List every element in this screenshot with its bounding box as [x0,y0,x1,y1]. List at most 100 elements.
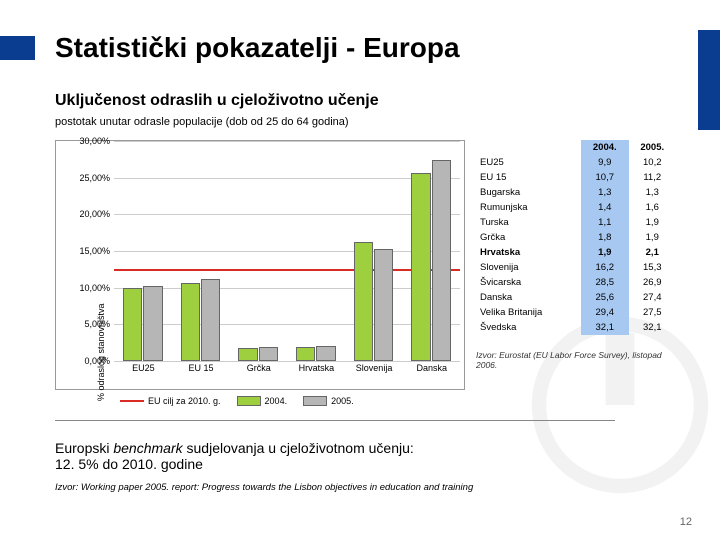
table-cell: Danska [476,290,581,305]
series-2005-swatch [303,396,327,406]
table-cell: 1,9 [629,230,677,245]
table-cell: 27,5 [629,305,677,320]
table-cell: 1,1 [581,215,628,230]
table-cell: Grčka [476,230,581,245]
table-cell: 28,5 [581,275,628,290]
bar-group [235,141,283,361]
table-row: EU 1510,711,2 [476,170,676,185]
brand-side-bar [698,30,720,130]
bar-2004. [354,242,373,361]
chart-title: Uključenost odraslih u cjeloživotno učen… [55,92,379,110]
table-source: Izvor: Eurostat (EU Labor Force Survey),… [476,350,666,370]
chart-legend: EU cilj za 2010. g. 2004. 2005. [120,396,354,406]
table-cell: 1,9 [629,215,677,230]
table-cell: Slovenija [476,260,581,275]
series-2004-swatch [237,396,261,406]
table-cell: 1,8 [581,230,628,245]
table-cell: Hrvatska [476,245,581,260]
table-cell: Turska [476,215,581,230]
x-label: Hrvatska [292,363,340,373]
table-cell: 1,9 [581,245,628,260]
table-cell: Švicarska [476,275,581,290]
table-cell: 1,4 [581,200,628,215]
x-label: Grčka [235,363,283,373]
bm-text-2: sudjelovanja u cjeloživotnom učenju: [183,440,414,456]
benchmark-swatch [120,400,144,402]
table-cell: EU 15 [476,170,581,185]
table-cell: 26,9 [629,275,677,290]
x-label: EU25 [119,363,167,373]
page-source: Izvor: Working paper 2005. report: Progr… [55,482,473,493]
table-row: Slovenija16,215,3 [476,260,676,275]
table-cell: 10,2 [629,155,677,170]
table-cell: Rumunjska [476,200,581,215]
bar-2005. [259,347,278,361]
legend-2004: 2004. [237,396,288,406]
chart-subtitle: postotak unutar odrasle populacije (dob … [55,116,349,128]
table-cell: 2,1 [629,245,677,260]
table-cell: 16,2 [581,260,628,275]
bar-2004. [181,283,200,361]
data-table: 2004.2005.EU259,910,2EU 1510,711,2Bugars… [476,140,676,335]
table-cell: 32,1 [629,320,677,335]
table-cell: Švedska [476,320,581,335]
bar-2005. [432,160,451,361]
y-axis-label: % odraslog stanovništva [96,303,106,401]
x-label: Slovenija [350,363,398,373]
bm-text-1: Europski [55,440,113,456]
brand-block [0,36,35,60]
bar-2004. [411,173,430,361]
table-cell: EU25 [476,155,581,170]
watermark [530,315,710,500]
table-row: EU259,910,2 [476,155,676,170]
table-header [476,140,581,155]
bar-2005. [201,279,220,361]
table-cell: Bugarska [476,185,581,200]
bm-text-3: 12. 5% do 2010. godine [55,456,203,472]
bar-group [350,141,398,361]
gridline [114,361,460,362]
divider [55,420,615,421]
chart-bars [114,141,460,361]
table-header: 2005. [629,140,677,155]
bar-2004. [123,288,142,361]
table-row: Turska1,11,9 [476,215,676,230]
bar-2004. [296,347,315,361]
table-cell: 11,2 [629,170,677,185]
bar-chart: % odraslog stanovništva 0,00%5,00%10,00%… [55,140,465,390]
bar-group [408,141,456,361]
x-axis-labels: EU25 EU 15 Grčka Hrvatska Slovenija Danska [114,363,460,381]
bar-2005. [316,346,335,361]
legend-2004-label: 2004. [265,396,288,406]
table-cell: 32,1 [581,320,628,335]
y-tick: 0,00% [64,356,110,366]
table-cell: 1,3 [629,185,677,200]
table-cell: 1,3 [581,185,628,200]
y-tick: 30,00% [64,136,110,146]
table-row: Hrvatska1,92,1 [476,245,676,260]
bar-2005. [374,249,393,361]
y-tick: 10,00% [64,283,110,293]
x-label: EU 15 [177,363,225,373]
table-row: Grčka1,81,9 [476,230,676,245]
table-header: 2004. [581,140,628,155]
table-row: Danska25,627,4 [476,290,676,305]
legend-2005-label: 2005. [331,396,354,406]
table-row: Švicarska28,526,9 [476,275,676,290]
x-label: Danska [408,363,456,373]
table-cell: Velika Britanija [476,305,581,320]
y-tick: 25,00% [64,173,110,183]
table-cell: 29,4 [581,305,628,320]
legend-benchmark: EU cilj za 2010. g. [120,396,221,406]
table-cell: 9,9 [581,155,628,170]
table-cell: 1,6 [629,200,677,215]
page-number: 12 [680,516,692,528]
table-cell: 25,6 [581,290,628,305]
legend-benchmark-label: EU cilj za 2010. g. [148,396,221,406]
legend-2005: 2005. [303,396,354,406]
bar-group [119,141,167,361]
bar-2005. [143,286,162,361]
table-row: Bugarska1,31,3 [476,185,676,200]
table-cell: 15,3 [629,260,677,275]
table-row: Rumunjska1,41,6 [476,200,676,215]
